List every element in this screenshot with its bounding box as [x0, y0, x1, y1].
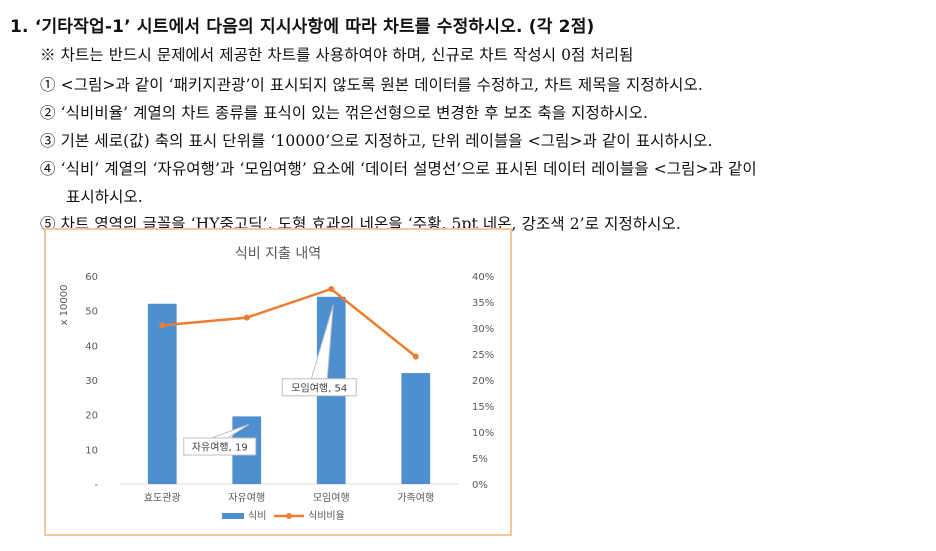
secondary-axis-tick-label: 25% [472, 350, 494, 361]
legend-swatch-bar [222, 513, 244, 519]
secondary-axis-tick-label: 40% [472, 272, 494, 283]
legend-label: 식비 [248, 510, 266, 522]
secondary-axis-tick-label: 20% [472, 376, 494, 387]
instruction-item-4: ④ ‘식비’ 계열의 ‘자유여행’과 ‘모임여행’ 요소에 ‘데이터 설명선’으… [40, 160, 757, 178]
data-callout: 모임여행, 54 [281, 304, 357, 397]
instruction-note: ※ 차트는 반드시 문제에서 제공한 차트를 사용하여야 하며, 신규로 차트 … [40, 46, 634, 64]
secondary-axis-tick-label: 15% [472, 402, 494, 413]
line-point-자유여행 [243, 314, 250, 321]
primary-axis-tick-label: 30 [85, 376, 98, 387]
line-식비비율 [162, 287, 417, 358]
instruction-item-3: ③ 기본 세로(값) 축의 표시 단위를 ‘10000’으로 지정하고, 단위 … [40, 132, 713, 150]
secondary-axis-tick-label: 0% [472, 480, 488, 491]
data-callout-box [281, 378, 357, 397]
category-label: 효도관광 [144, 492, 181, 504]
category-label: 모임여행 [313, 491, 350, 504]
secondary-axis-tick-label: 30% [472, 324, 494, 335]
category-axis-labels: 효도관광 자유여행 모임여행 가족여행 [144, 491, 434, 504]
data-callout-text: 자유여행, 19 [192, 442, 248, 454]
legend-swatch-marker [286, 513, 292, 519]
secondary-axis-tick-label: 10% [472, 428, 494, 439]
bar-효도관광 [147, 303, 177, 484]
line-point-가족여행 [412, 353, 419, 360]
instruction-item-4-continued: 표시하시오. [66, 188, 143, 206]
chart-title: 식비 지출 내역 [235, 246, 321, 262]
instruction-item-1: ① <그림>과 같이 ‘패키지관광’이 표시되지 않도록 원본 데이터를 수정하… [40, 76, 703, 94]
combo-chart: 식비 지출 내역 x 10000 - 10 20 30 40 50 60 0% 5% 10% 15%… [59, 246, 494, 522]
primary-axis-tick-label: 40 [85, 341, 98, 352]
category-label: 자유여행 [228, 492, 265, 504]
data-callout-text: 모임여행, 54 [291, 381, 347, 394]
line-point-효도관광 [159, 322, 166, 329]
question-heading: 1. ‘기타작업-1’ 시트에서 다음의 지시사항에 따라 차트를 수정하시오.… [10, 17, 595, 37]
primary-axis-tick-label: 10 [85, 445, 98, 456]
line-point-모임여행 [328, 286, 335, 292]
primary-axis-tick-label: - [94, 480, 98, 491]
callout-layer: 자유여행, 19 모임여행, 54 [183, 304, 357, 456]
primary-axis-unit-label: x 10000 [59, 285, 70, 326]
bar-가족여행 [401, 373, 431, 484]
primary-axis-tick-label: 50 [85, 307, 98, 318]
line-series [159, 286, 419, 360]
chart-frame: 식비 지출 내역 x 10000 - 10 20 30 40 50 60 0% 5% 10% 15%… [44, 228, 512, 536]
secondary-axis-tick-label: 35% [472, 298, 494, 309]
primary-axis-tick-label: 20 [85, 411, 98, 422]
secondary-axis-tick-label: 5% [472, 454, 488, 465]
axis-layer: - 10 20 30 40 50 60 0% 5% 10% 15% 20% 25% 30% 35% 40% [85, 272, 494, 491]
legend-label: 식비비율 [308, 510, 345, 522]
chart-legend: 식비 식비비율 [222, 510, 345, 522]
instruction-item-2: ② ‘식비비율’ 계열의 차트 종류를 표식이 있는 꺾은선형으로 변경한 후 … [40, 104, 648, 122]
data-callout-box [183, 437, 257, 456]
category-label: 가족여행 [397, 492, 434, 504]
data-callout: 자유여행, 19 [183, 423, 257, 456]
primary-axis-tick-label: 60 [85, 272, 98, 283]
